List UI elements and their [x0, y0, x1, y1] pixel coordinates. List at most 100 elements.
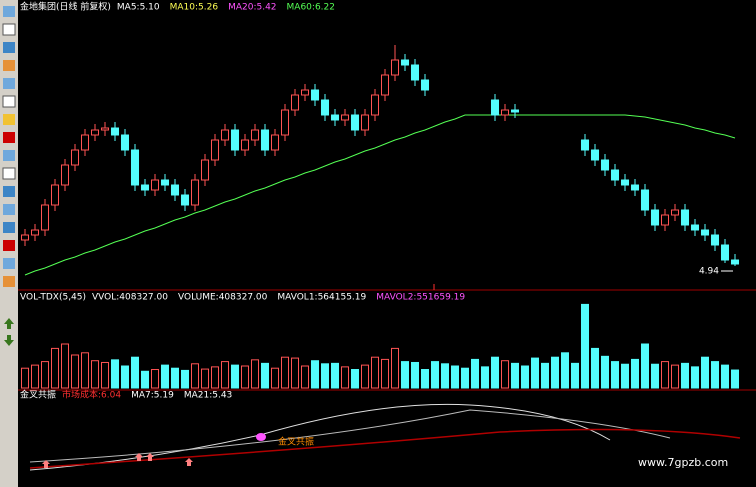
- volume-bar: [281, 356, 289, 389]
- volume-bar: [31, 364, 39, 389]
- volume-bar: [491, 356, 499, 389]
- indicator-line: [29, 409, 671, 463]
- candle-body: [711, 234, 719, 246]
- volume-bar: [621, 363, 629, 389]
- candle-body: [581, 139, 589, 151]
- candle-body: [681, 209, 689, 226]
- legend-entry: VOLUME:408327.00: [178, 293, 268, 303]
- candle-body: [321, 99, 329, 116]
- candle-body: [731, 259, 739, 265]
- candle-body: [411, 64, 419, 81]
- candle-body: [71, 149, 79, 166]
- candle-body: [621, 179, 629, 186]
- volume-bar: [361, 364, 369, 389]
- volume-bar: [221, 361, 229, 389]
- volume-bar: [61, 343, 69, 389]
- candle-body: [251, 129, 259, 141]
- legend-entry: MA60:6.22: [287, 3, 335, 13]
- candle-body: [391, 59, 399, 76]
- candle-body: [671, 209, 679, 216]
- candle-body: [291, 94, 299, 111]
- candle-body: [121, 134, 129, 151]
- volume-bar: [161, 364, 169, 389]
- volume-bar: [461, 367, 469, 389]
- volume-bar: [301, 365, 309, 389]
- candle-body: [381, 74, 389, 96]
- candle-body: [701, 229, 709, 236]
- candle-body: [311, 89, 319, 101]
- candle-body: [191, 179, 199, 206]
- panel-title: VOL-TDX(5,45): [20, 293, 86, 303]
- volume-bar: [261, 362, 269, 389]
- candle-body: [51, 184, 59, 206]
- ma-line: [24, 114, 736, 276]
- candle-body: [131, 149, 139, 186]
- legend-entry: MA10:5.26: [170, 3, 219, 13]
- volume-bar: [671, 364, 679, 389]
- volume-bar: [321, 363, 329, 389]
- candle-body: [601, 159, 609, 171]
- volume-bar: [351, 369, 359, 389]
- legend-entry: MA20:5.42: [228, 3, 276, 13]
- candle-body: [351, 114, 359, 131]
- volume-bar: [111, 359, 119, 389]
- watermark: www.7gpzb.com: [638, 456, 728, 469]
- panel-title: 金叉共振: [20, 389, 56, 401]
- candle-body: [611, 169, 619, 181]
- volume-bar: [201, 368, 209, 389]
- volume-bar: [81, 352, 89, 389]
- volume-bar: [241, 365, 249, 389]
- candle-body: [661, 214, 669, 226]
- legend-entry: MA5:5.10: [117, 3, 160, 13]
- volume-bar: [131, 356, 139, 389]
- volume-bar: [571, 362, 579, 389]
- volume-bar: [591, 347, 599, 389]
- candle-body: [81, 134, 89, 151]
- volume-bar: [641, 343, 649, 389]
- volume-bar: [271, 367, 279, 389]
- volume-bar: [691, 366, 699, 389]
- volume-bar: [471, 358, 479, 389]
- candle-body: [641, 189, 649, 211]
- legend-entry: MAVOL1:564155.19: [277, 293, 366, 303]
- volume-bar: [681, 362, 689, 389]
- candle-body: [61, 164, 69, 186]
- candle-body: [401, 59, 409, 66]
- volume-bar: [451, 365, 459, 389]
- volume-bar: [331, 362, 339, 389]
- volume-bar: [431, 361, 439, 389]
- volume-bar: [91, 360, 99, 389]
- candle-body: [591, 149, 599, 161]
- candle-body: [341, 114, 349, 121]
- candle-body: [181, 194, 189, 206]
- volume-bar: [661, 361, 669, 389]
- volume-bar: [311, 360, 319, 389]
- volume-bar: [611, 361, 619, 389]
- candle-body: [91, 129, 99, 136]
- volume-bar: [211, 366, 219, 389]
- candle-body: [231, 129, 239, 151]
- volume-bar: [721, 364, 729, 389]
- candle-body: [371, 94, 379, 116]
- volume-bar: [441, 363, 449, 389]
- volume-bar: [21, 367, 29, 389]
- volume-bar: [631, 358, 639, 389]
- candle-body: [691, 224, 699, 231]
- candle-body: [201, 159, 209, 181]
- candle-body: [271, 134, 279, 151]
- volume-bar: [601, 355, 609, 389]
- legend-entry: MA21:5.43: [184, 391, 232, 401]
- volume-bar: [291, 357, 299, 389]
- volume-bar: [121, 365, 129, 389]
- candle-body: [41, 204, 49, 231]
- candle-body: [21, 234, 29, 241]
- candle-body: [301, 89, 309, 96]
- volume-bar: [341, 366, 349, 389]
- volume-bar: [411, 361, 419, 389]
- volume-bar: [731, 369, 739, 389]
- volume-bar: [651, 363, 659, 389]
- candle-body: [631, 184, 639, 191]
- volume-bar: [481, 366, 489, 389]
- volume-bar: [391, 347, 399, 389]
